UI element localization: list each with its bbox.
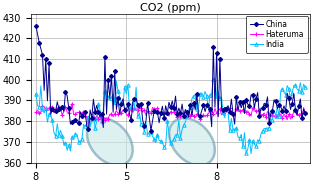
China <box>149 129 153 132</box>
Hateruma <box>136 109 140 111</box>
China <box>60 106 64 108</box>
India <box>244 152 248 154</box>
Ellipse shape <box>87 118 133 166</box>
India <box>34 92 38 95</box>
China <box>42 89 46 92</box>
Hateruma <box>303 113 307 115</box>
Hateruma <box>100 121 104 123</box>
Hateruma <box>246 110 250 112</box>
Line: Hateruma: Hateruma <box>34 102 307 124</box>
India <box>303 86 307 88</box>
Ellipse shape <box>169 118 215 166</box>
China <box>218 58 222 60</box>
Legend: China, Hateruma, India: China, Hateruma, India <box>246 16 308 53</box>
India <box>65 149 69 152</box>
Title: CO2 (ppm): CO2 (ppm) <box>140 3 201 13</box>
Line: China: China <box>34 25 307 132</box>
India <box>42 112 46 114</box>
Hateruma <box>60 114 64 116</box>
India <box>60 135 64 137</box>
India <box>218 97 222 100</box>
India <box>249 153 253 155</box>
Hateruma <box>65 111 69 113</box>
Hateruma <box>34 111 38 114</box>
India <box>133 107 136 109</box>
Hateruma <box>42 106 46 108</box>
Hateruma <box>220 114 223 116</box>
China <box>303 112 307 114</box>
China <box>244 99 248 102</box>
Hateruma <box>70 103 74 105</box>
India <box>212 77 215 80</box>
Line: India: India <box>34 77 307 155</box>
China <box>133 98 136 100</box>
China <box>34 25 38 27</box>
China <box>65 95 69 97</box>
